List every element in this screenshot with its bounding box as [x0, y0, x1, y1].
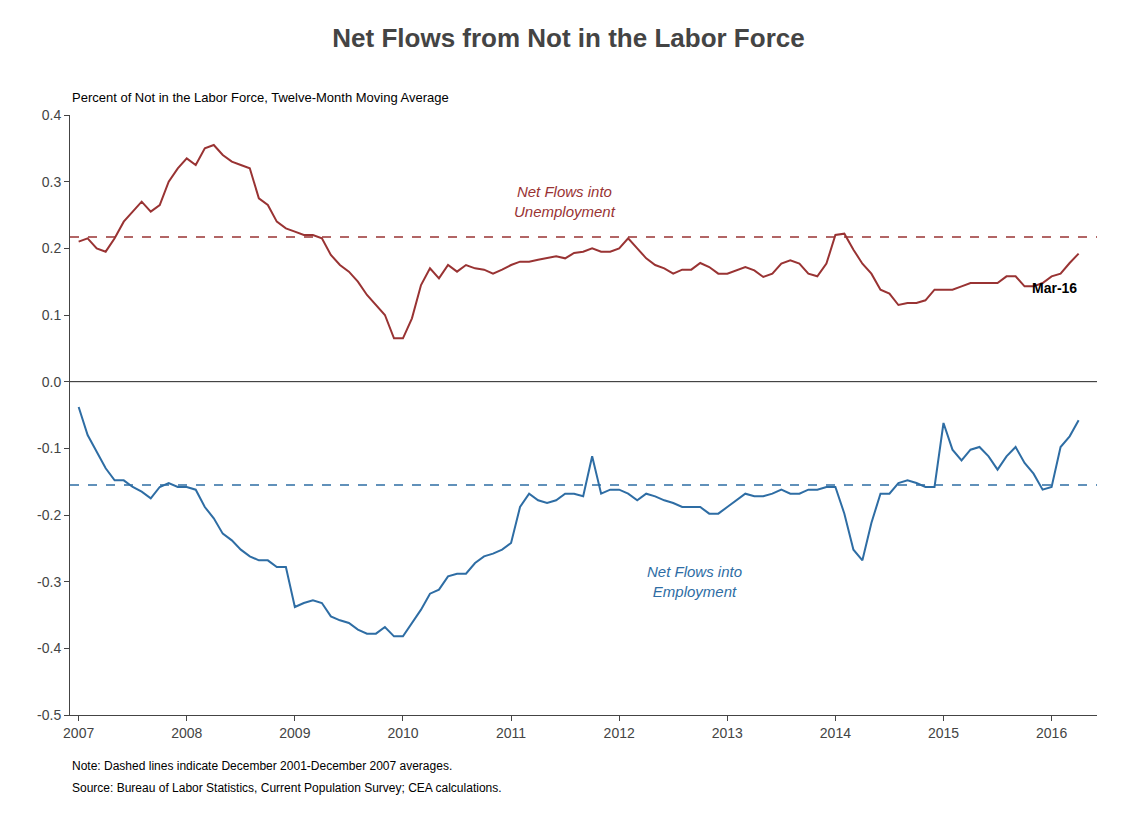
svg-text:2014: 2014 — [820, 725, 851, 741]
svg-text:Note: Dashed lines indicate De: Note: Dashed lines indicate December 200… — [72, 759, 452, 773]
svg-text:2009: 2009 — [279, 725, 310, 741]
svg-text:0.1: 0.1 — [42, 307, 62, 323]
svg-text:Net Flows intoUnemployment: Net Flows intoUnemployment — [514, 183, 616, 220]
svg-text:2015: 2015 — [928, 725, 959, 741]
svg-text:2007: 2007 — [63, 725, 94, 741]
svg-text:2010: 2010 — [387, 725, 418, 741]
svg-text:2012: 2012 — [604, 725, 635, 741]
svg-text:Source: Bureau of Labor Statis: Source: Bureau of Labor Statistics, Curr… — [72, 781, 502, 795]
svg-text:-0.5: -0.5 — [37, 707, 61, 723]
svg-text:2011: 2011 — [496, 725, 526, 741]
svg-text:-0.3: -0.3 — [37, 574, 61, 590]
svg-text:Net Flows from Not in the Labo: Net Flows from Not in the Labor Force — [332, 23, 804, 53]
svg-text:Net Flows intoEmployment: Net Flows intoEmployment — [647, 563, 742, 600]
svg-text:2016: 2016 — [1036, 725, 1067, 741]
svg-text:0.2: 0.2 — [42, 240, 62, 256]
svg-text:2013: 2013 — [712, 725, 743, 741]
svg-text:-0.2: -0.2 — [37, 507, 61, 523]
svg-text:0.4: 0.4 — [42, 107, 62, 123]
svg-text:-0.4: -0.4 — [37, 640, 61, 656]
svg-text:0.3: 0.3 — [42, 174, 62, 190]
svg-text:Mar-16: Mar-16 — [1032, 280, 1077, 296]
svg-text:2008: 2008 — [171, 725, 202, 741]
svg-text:Percent of Not in the Labor Fo: Percent of Not in the Labor Force, Twelv… — [72, 90, 449, 105]
svg-text:-0.1: -0.1 — [37, 440, 61, 456]
svg-text:0.0: 0.0 — [42, 374, 62, 390]
